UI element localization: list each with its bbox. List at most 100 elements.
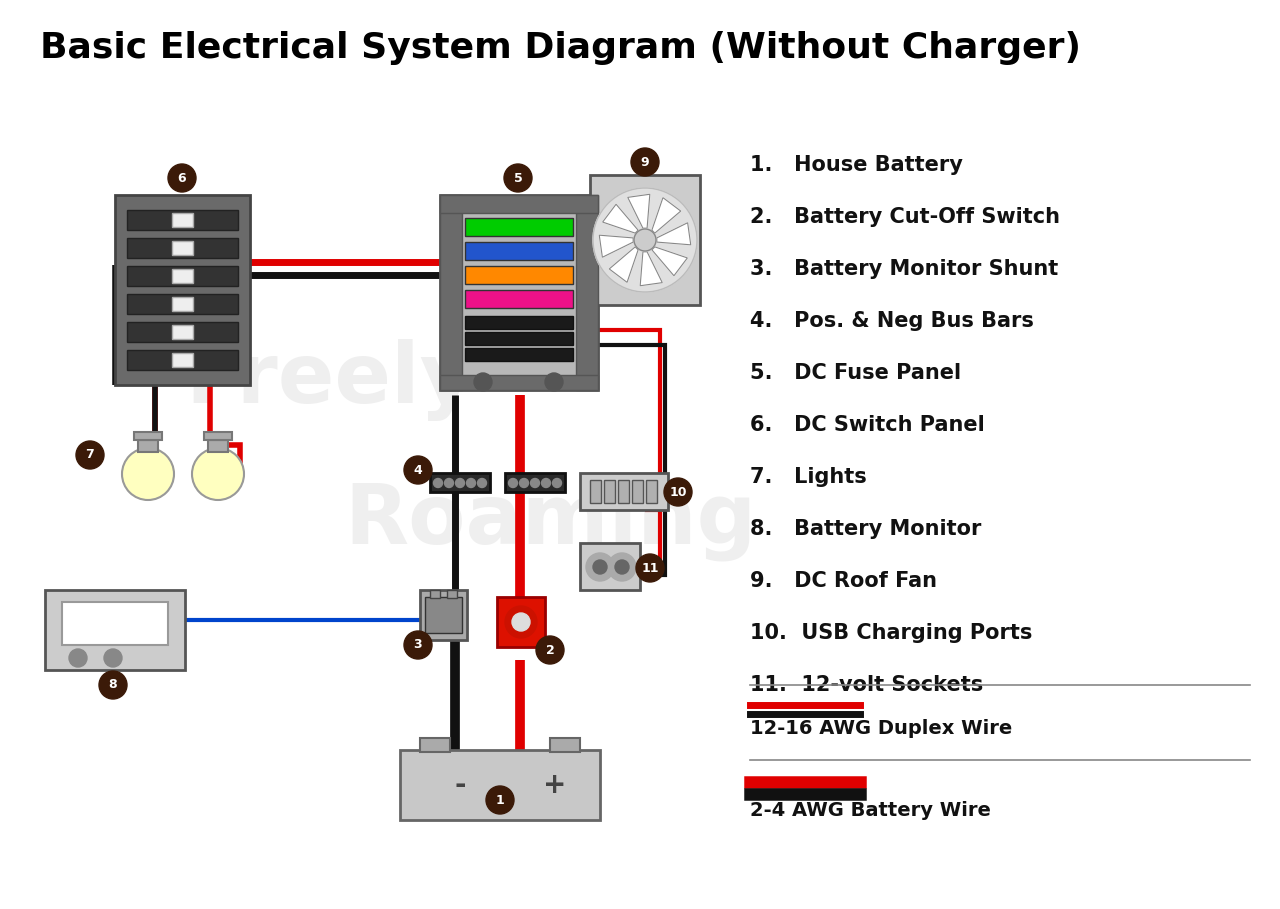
Bar bbox=[465, 242, 573, 260]
Text: 2: 2 bbox=[545, 644, 554, 656]
Circle shape bbox=[506, 606, 538, 638]
Bar bbox=[590, 175, 700, 305]
Circle shape bbox=[593, 560, 607, 574]
Bar bbox=[425, 597, 462, 633]
Bar bbox=[430, 473, 490, 492]
Bar bbox=[465, 316, 573, 329]
Bar bbox=[172, 241, 193, 255]
Text: Basic Electrical System Diagram (Without Charger): Basic Electrical System Diagram (Without… bbox=[40, 31, 1080, 65]
Text: 9: 9 bbox=[641, 155, 649, 168]
Circle shape bbox=[122, 448, 174, 500]
Polygon shape bbox=[657, 223, 691, 245]
Circle shape bbox=[664, 478, 692, 506]
Polygon shape bbox=[652, 197, 681, 233]
Polygon shape bbox=[627, 195, 650, 228]
Text: 11: 11 bbox=[641, 562, 659, 574]
Bar bbox=[576, 195, 598, 390]
Circle shape bbox=[504, 164, 532, 192]
Circle shape bbox=[404, 631, 433, 659]
Text: 6.   DC Switch Panel: 6. DC Switch Panel bbox=[750, 415, 984, 435]
Text: 1: 1 bbox=[495, 794, 504, 806]
Bar bbox=[138, 440, 157, 452]
Text: 12-16 AWG Duplex Wire: 12-16 AWG Duplex Wire bbox=[750, 718, 1012, 737]
Circle shape bbox=[530, 478, 539, 487]
Bar bbox=[204, 432, 232, 440]
Bar bbox=[127, 238, 238, 258]
Circle shape bbox=[541, 478, 550, 487]
Text: 11.  12-volt Sockets: 11. 12-volt Sockets bbox=[750, 675, 983, 695]
Bar bbox=[604, 480, 614, 503]
Bar bbox=[207, 440, 228, 452]
Text: Freely: Freely bbox=[186, 339, 475, 421]
Text: 4: 4 bbox=[413, 464, 422, 476]
Bar bbox=[465, 218, 573, 236]
Circle shape bbox=[536, 636, 564, 664]
Bar bbox=[440, 195, 598, 390]
Bar bbox=[172, 353, 193, 367]
Text: +: + bbox=[543, 771, 567, 799]
Bar bbox=[506, 473, 564, 492]
Circle shape bbox=[444, 478, 453, 487]
Circle shape bbox=[434, 478, 443, 487]
Circle shape bbox=[631, 148, 659, 176]
Text: 5.   DC Fuse Panel: 5. DC Fuse Panel bbox=[750, 363, 961, 383]
Circle shape bbox=[634, 229, 657, 251]
Bar bbox=[172, 269, 193, 283]
Bar bbox=[580, 543, 640, 590]
Text: 3.   Battery Monitor Shunt: 3. Battery Monitor Shunt bbox=[750, 259, 1059, 279]
Bar bbox=[399, 750, 600, 820]
Bar bbox=[465, 348, 573, 361]
Bar bbox=[618, 480, 628, 503]
Circle shape bbox=[636, 554, 664, 582]
Bar bbox=[115, 195, 250, 385]
Text: 4.   Pos. & Neg Bus Bars: 4. Pos. & Neg Bus Bars bbox=[750, 311, 1034, 331]
Polygon shape bbox=[603, 205, 639, 233]
Circle shape bbox=[508, 478, 517, 487]
Bar bbox=[127, 210, 238, 230]
Bar bbox=[420, 738, 451, 752]
Text: 2.   Battery Cut-Off Switch: 2. Battery Cut-Off Switch bbox=[750, 207, 1060, 227]
Bar bbox=[632, 480, 643, 503]
Bar bbox=[172, 297, 193, 311]
Bar bbox=[465, 332, 573, 345]
Circle shape bbox=[192, 448, 244, 500]
Circle shape bbox=[477, 478, 486, 487]
Circle shape bbox=[474, 373, 492, 391]
Text: 3: 3 bbox=[413, 638, 422, 652]
Text: 8: 8 bbox=[109, 678, 118, 692]
Text: 7.   Lights: 7. Lights bbox=[750, 467, 867, 487]
Bar bbox=[440, 195, 598, 213]
Text: 8.   Battery Monitor: 8. Battery Monitor bbox=[750, 519, 982, 539]
Circle shape bbox=[404, 456, 433, 484]
Circle shape bbox=[593, 188, 698, 292]
Bar bbox=[580, 473, 668, 510]
Circle shape bbox=[76, 441, 104, 469]
Bar bbox=[497, 597, 545, 647]
Text: 10.  USB Charging Ports: 10. USB Charging Ports bbox=[750, 623, 1033, 643]
Bar bbox=[127, 266, 238, 286]
Text: 7: 7 bbox=[86, 448, 95, 462]
Bar bbox=[61, 602, 168, 645]
Bar bbox=[172, 213, 193, 227]
Text: Roaming: Roaming bbox=[344, 479, 756, 561]
Text: 2-4 AWG Battery Wire: 2-4 AWG Battery Wire bbox=[750, 801, 991, 820]
Text: 6: 6 bbox=[178, 172, 187, 185]
Bar bbox=[172, 325, 193, 339]
Circle shape bbox=[104, 649, 122, 667]
Text: 1.   House Battery: 1. House Battery bbox=[750, 155, 963, 175]
Bar bbox=[550, 738, 580, 752]
Text: 9.   DC Roof Fan: 9. DC Roof Fan bbox=[750, 571, 937, 591]
Text: 10: 10 bbox=[669, 485, 687, 498]
Bar bbox=[127, 350, 238, 370]
Circle shape bbox=[168, 164, 196, 192]
Polygon shape bbox=[609, 247, 639, 283]
Bar bbox=[465, 266, 573, 284]
Bar bbox=[646, 480, 657, 503]
Bar bbox=[134, 432, 163, 440]
Polygon shape bbox=[640, 252, 662, 285]
Bar bbox=[45, 590, 186, 670]
Circle shape bbox=[553, 478, 562, 487]
Bar bbox=[127, 294, 238, 314]
Polygon shape bbox=[652, 247, 687, 275]
Bar bbox=[127, 322, 238, 342]
